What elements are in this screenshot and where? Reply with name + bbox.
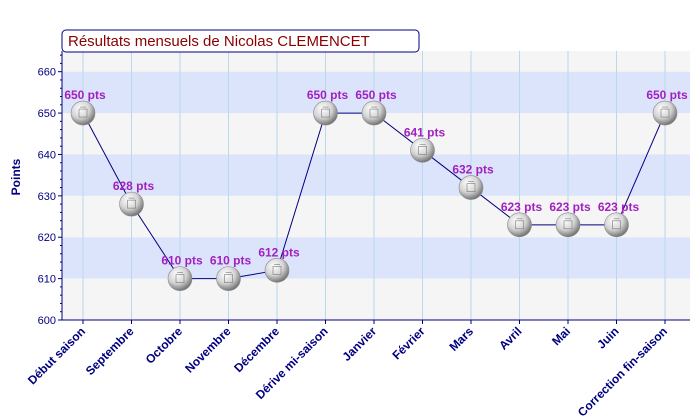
data-points [70, 100, 678, 291]
y-tick-label: 620 [38, 232, 56, 244]
data-point-marker [604, 212, 629, 238]
chart-title: Résultats mensuels de Nicolas CLEMENCET [68, 33, 370, 50]
data-label: 650 pts [307, 88, 349, 102]
marker-ball [167, 266, 193, 291]
data-label: 610 pts [210, 254, 252, 268]
y-tick-label: 610 [38, 274, 56, 286]
data-point-marker [507, 212, 532, 238]
data-point-marker [555, 212, 581, 238]
x-tick-label: Février [389, 324, 427, 362]
y-tick-label: 630 [38, 191, 56, 203]
data-label: 610 pts [161, 254, 203, 268]
plot-band [62, 278, 690, 320]
data-point-marker [410, 138, 435, 163]
data-label: 650 pts [646, 88, 688, 102]
marker-ball [264, 258, 290, 283]
chart-title-frame [61, 29, 420, 53]
plot-band [62, 51, 690, 72]
marker-emblem [127, 199, 136, 209]
data-point-marker [119, 191, 144, 217]
marker-ball [70, 100, 96, 126]
data-label: 650 pts [355, 88, 397, 102]
x-tick-label: Avril [496, 324, 524, 352]
data-label: 650 pts [64, 88, 106, 102]
marker-emblem [418, 146, 427, 155]
x-tick-label: Début saison [25, 324, 88, 387]
marker-emblem [175, 274, 185, 283]
marker-ball [507, 212, 532, 238]
x-tick-label: Octobre [143, 324, 186, 367]
marker-ball [313, 100, 338, 126]
x-tick-label: Mai [549, 324, 573, 348]
y-tick-label: 650 [38, 108, 56, 120]
data-labels: 650 pts 628 pts 610 pts 610 pts 612 pts 650 p… [64, 88, 688, 268]
y-axis-label: Points [9, 158, 23, 195]
data-point-marker [70, 100, 96, 126]
marker-ball [652, 100, 678, 126]
data-label: 623 pts [501, 200, 543, 214]
plot-band [62, 154, 690, 196]
data-point-marker [264, 258, 290, 283]
marker-ball [216, 266, 241, 291]
marker-emblem [660, 108, 670, 118]
marker-ball [119, 191, 144, 217]
data-label: 632 pts [452, 163, 494, 177]
marker-ball [458, 175, 484, 200]
chart-title-box: Résultats mensuels de Nicolas CLEMENCET [61, 29, 420, 53]
x-tick-label: Janvier [340, 324, 380, 364]
marker-emblem [515, 220, 524, 230]
marker-emblem [78, 108, 88, 118]
marker-emblem [321, 108, 330, 118]
y-tick-label: 640 [38, 149, 56, 161]
marker-ball [604, 212, 629, 238]
marker-emblem [272, 266, 282, 275]
marker-emblem [612, 220, 621, 230]
marker-ball [361, 100, 387, 126]
x-tick-label: Décembre [231, 324, 282, 375]
x-tick-label: Novembre [182, 324, 234, 376]
plot-bands [62, 51, 690, 320]
plot-band [62, 195, 690, 238]
data-label: 623 pts [598, 200, 640, 214]
data-point-marker [361, 100, 387, 126]
data-point-marker [313, 100, 338, 126]
x-tick-label: Correction fin-saison [575, 324, 670, 419]
marker-emblem [563, 220, 573, 230]
data-point-marker [216, 266, 241, 291]
marker-ball [555, 212, 581, 238]
x-tick-label: Mars [446, 324, 476, 354]
marker-emblem [224, 274, 233, 283]
data-point-marker [167, 266, 193, 291]
y-tick-label: 600 [38, 315, 56, 327]
data-label: 641 pts [404, 125, 446, 139]
data-point-marker [652, 100, 678, 126]
data-label: 628 pts [113, 179, 155, 193]
data-point-marker [458, 175, 484, 200]
y-tick-label: 660 [38, 67, 56, 79]
plot-band [62, 237, 690, 279]
data-label: 612 pts [258, 245, 300, 259]
x-tick-label: Juin [594, 324, 621, 351]
marker-emblem [369, 108, 379, 118]
marker-emblem [466, 183, 476, 192]
data-label: 623 pts [549, 200, 591, 214]
marker-ball [410, 138, 435, 163]
x-tick-label: Septembre [83, 324, 137, 378]
